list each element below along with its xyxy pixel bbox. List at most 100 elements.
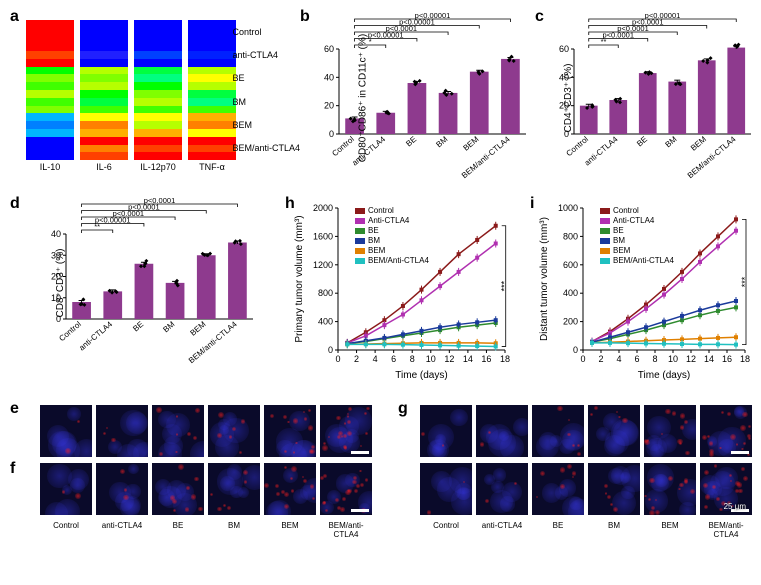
- bar: [580, 106, 598, 134]
- micrograph: [208, 463, 260, 515]
- bar: [501, 59, 520, 134]
- svg-text:12: 12: [444, 354, 454, 364]
- heatmap-cell: [188, 82, 236, 90]
- heatmap-cell: [80, 145, 128, 153]
- heatmap-cell: [188, 51, 236, 59]
- bar-xlabel: BE: [131, 320, 145, 334]
- micrograph: [588, 463, 640, 515]
- heatmap-cell: [134, 90, 182, 98]
- heatmap-cell: [134, 113, 182, 121]
- heatmap-cell: [134, 145, 182, 153]
- heatmap-cell: [134, 129, 182, 137]
- heatmap-cell: [80, 90, 128, 98]
- bar: [470, 72, 489, 134]
- svg-text:2: 2: [354, 354, 359, 364]
- svg-text:12: 12: [686, 354, 696, 364]
- bar-xlabel: BEM: [461, 134, 480, 152]
- bar-xlabel: Control: [57, 319, 83, 343]
- bar-xlabel: BM: [161, 319, 176, 334]
- bar: [668, 82, 686, 134]
- heatmap-cell: [134, 74, 182, 82]
- heatmap-cell: [26, 98, 74, 106]
- svg-text:8: 8: [652, 354, 657, 364]
- micrograph: [96, 463, 148, 515]
- ylabel: Distant tumor volume (mm³): [539, 217, 550, 341]
- heatmap-cell: [26, 36, 74, 44]
- heatmap-cell: [188, 152, 236, 160]
- heatmap-cell: [26, 82, 74, 90]
- svg-text:2000: 2000: [313, 203, 333, 213]
- svg-text:800: 800: [318, 288, 333, 298]
- svg-text:2: 2: [598, 354, 603, 364]
- heatmap-cell: [134, 59, 182, 67]
- heatmap-cell: [26, 67, 74, 75]
- legend-item: Control: [355, 206, 429, 216]
- svg-text:4: 4: [373, 354, 378, 364]
- micrograph: [532, 463, 584, 515]
- micro-xlabel: BEM: [264, 521, 316, 539]
- heatmap-cell: [134, 82, 182, 90]
- significance-label: ***: [500, 280, 510, 291]
- svg-text:14: 14: [463, 354, 473, 364]
- heatmap-cell: [188, 43, 236, 51]
- panel-label-a: a: [10, 8, 19, 26]
- legend-item: BEM/Anti-CTLA4: [355, 256, 429, 266]
- bar-chart-b: CD80⁺CD86⁺ in CD11c⁺ (%) 0204060Controla…: [305, 15, 530, 180]
- bar: [166, 283, 185, 319]
- micrograph: [644, 405, 696, 457]
- micrograph: [420, 463, 472, 515]
- bar: [727, 48, 745, 134]
- significance-label: ***: [740, 276, 750, 287]
- bar: [228, 243, 247, 320]
- micro-xlabel: anti-CTLA4: [476, 521, 528, 539]
- heatmap-xlabel: IL-6: [80, 162, 128, 172]
- heatmap-cell: [80, 106, 128, 114]
- heatmap-cell: [134, 106, 182, 114]
- heatmap-cell: [26, 121, 74, 129]
- heatmap-cell: [188, 113, 236, 121]
- svg-text:16: 16: [722, 354, 732, 364]
- legend-item: Control: [600, 206, 674, 216]
- heatmap-cell: [134, 28, 182, 36]
- legend-item: BE: [600, 226, 674, 236]
- heatmap-cell: [80, 67, 128, 75]
- heatmap-cell: [188, 137, 236, 145]
- scalebar: [351, 451, 369, 454]
- svg-text:40: 40: [51, 229, 61, 239]
- bar-xlabel: anti-CTLA4: [583, 134, 620, 167]
- micro-xlabel: BM: [208, 521, 260, 539]
- micrograph: [152, 463, 204, 515]
- bar-xlabel: BEM: [689, 134, 708, 152]
- heatmap-rowlabel: BEM/anti-CTLA4: [232, 137, 300, 160]
- bar-xlabel: BM: [664, 134, 679, 149]
- svg-text:18: 18: [500, 354, 510, 364]
- bar: [609, 100, 627, 134]
- heatmap-cell: [188, 106, 236, 114]
- heatmap-cell: [80, 43, 128, 51]
- micro-xlabel: BEM/anti-CTLA4: [320, 521, 372, 539]
- legend-item: Anti-CTLA4: [355, 216, 429, 226]
- data-point: [238, 239, 242, 243]
- bar-xlabel: BM: [434, 134, 449, 149]
- panel-label-i: i: [530, 195, 534, 213]
- heatmap-cell: [26, 113, 74, 121]
- bar: [698, 60, 716, 134]
- heatmap-cell: [188, 20, 236, 28]
- svg-text:400: 400: [563, 288, 578, 298]
- heatmap-cell: [80, 98, 128, 106]
- heatmap-cell: [134, 43, 182, 51]
- legend-item: BE: [355, 226, 429, 236]
- heatmap-cell: [80, 152, 128, 160]
- heatmap-cell: [80, 113, 128, 121]
- svg-text:10: 10: [668, 354, 678, 364]
- heatmap-cell: [80, 51, 128, 59]
- heatmap-cell: [188, 121, 236, 129]
- svg-text:60: 60: [324, 44, 334, 54]
- micro-xlabel: BE: [152, 521, 204, 539]
- heatmap-rowlabel: BM: [232, 90, 300, 113]
- heatmap-cell: [26, 145, 74, 153]
- heatmap-cell: [188, 98, 236, 106]
- bar-xlabel: BE: [404, 135, 418, 149]
- heatmap-cell: [26, 43, 74, 51]
- heatmap-cell: [188, 145, 236, 153]
